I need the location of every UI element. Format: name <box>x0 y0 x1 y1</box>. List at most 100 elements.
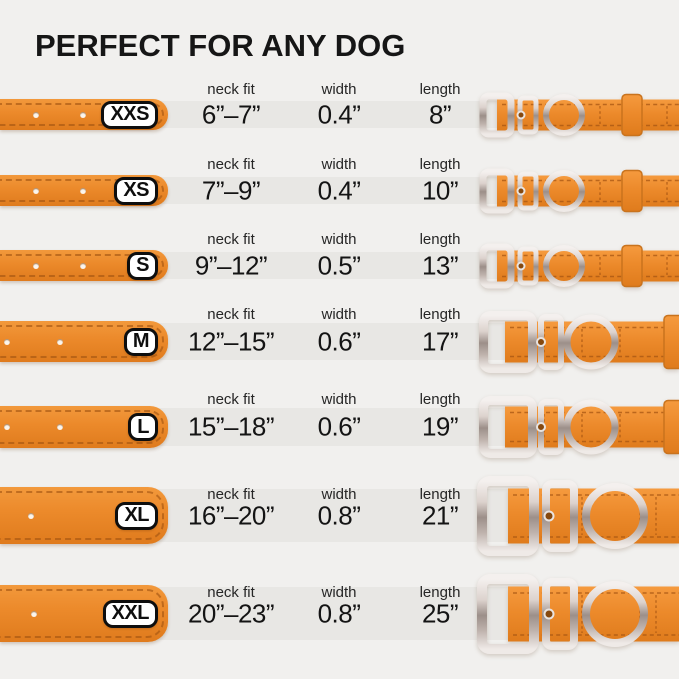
collar-right-hardware <box>479 396 679 458</box>
page-title: PERFECT FOR ANY DOG <box>35 28 406 63</box>
d-ring-icon <box>563 399 619 455</box>
d-ring-icon <box>563 314 619 369</box>
column-header-width: width <box>321 231 357 248</box>
prong-eyelet <box>536 422 546 432</box>
collar-strap-left: L <box>0 406 168 448</box>
column-header-length: length <box>419 231 461 248</box>
stitch-line <box>0 254 164 277</box>
column-header-width: width <box>321 156 357 173</box>
column-header-width: width <box>321 486 357 503</box>
column-header-neck-fit: neck fit <box>207 486 255 503</box>
neck-fit-value: 20”–23” <box>187 598 275 628</box>
length-value: 8” <box>428 99 452 129</box>
neck-fit-value: 16”–20” <box>187 500 275 530</box>
width-value: 0.4” <box>317 175 361 205</box>
stitch-line <box>0 589 164 638</box>
length-value: 25” <box>421 598 459 628</box>
column-header-width: width <box>321 81 357 98</box>
prong-eyelet <box>516 186 526 195</box>
collar-right-hardware <box>477 573 679 654</box>
collar-hole <box>31 610 37 617</box>
d-ring-icon <box>582 580 648 647</box>
column-header-neck-fit: neck fit <box>207 156 255 173</box>
length-value: 10” <box>421 175 459 205</box>
prong-eyelet <box>543 608 555 619</box>
collar-hole <box>4 338 10 345</box>
neck-fit-value: 7”–9” <box>201 175 261 205</box>
stitch-line <box>0 179 164 202</box>
collar-strap-left: XS <box>0 175 168 206</box>
collar-strap-left: XL <box>0 487 168 544</box>
size-badge: L <box>128 413 158 441</box>
collar-strap-left: XXS <box>0 99 168 130</box>
collar-strap-left: S <box>0 250 168 281</box>
collar-hole <box>33 187 39 194</box>
collar-right-hardware <box>479 310 679 373</box>
collar-hole <box>57 424 63 430</box>
leather-keeper-loop <box>663 399 679 455</box>
collar-right-hardware <box>479 168 679 213</box>
collar-hole <box>33 111 39 118</box>
prong-eyelet <box>536 336 546 347</box>
size-badge: S <box>127 251 158 280</box>
column-header-width: width <box>321 584 357 601</box>
width-value: 0.8” <box>317 500 361 530</box>
length-value: 13” <box>421 250 459 280</box>
collar-strap-left: XXL <box>0 585 168 642</box>
neck-fit-value: 12”–15” <box>187 326 275 356</box>
width-value: 0.4” <box>317 99 361 129</box>
size-badge: M <box>123 327 158 356</box>
column-header-width: width <box>321 391 357 408</box>
stitch-line <box>0 491 164 540</box>
leather-keeper-loop <box>621 93 643 136</box>
column-header-length: length <box>419 306 461 323</box>
column-header-neck-fit: neck fit <box>207 584 255 601</box>
column-header-neck-fit: neck fit <box>207 306 255 323</box>
stitch-line <box>0 325 164 358</box>
neck-fit-value: 15”–18” <box>187 411 275 442</box>
size-badge: XXS <box>101 100 158 129</box>
width-value: 0.5” <box>317 250 361 280</box>
collar-right-hardware <box>479 92 679 137</box>
collar-hole <box>80 262 86 269</box>
collar-hole <box>57 338 63 345</box>
d-ring-icon <box>582 482 648 549</box>
prong-eyelet <box>516 261 526 270</box>
column-header-width: width <box>321 306 357 323</box>
collar-hole <box>33 262 39 269</box>
collar-hole <box>80 111 86 118</box>
column-header-length: length <box>419 391 461 408</box>
collar-hole <box>80 187 86 194</box>
leather-keeper-loop <box>621 169 643 212</box>
collar-hole <box>28 512 34 519</box>
length-value: 21” <box>421 500 459 530</box>
length-value: 19” <box>421 411 459 442</box>
leather-keeper-loop <box>663 314 679 369</box>
column-header-neck-fit: neck fit <box>207 231 255 248</box>
size-badge: XXL <box>102 599 158 628</box>
prong-eyelet <box>516 110 526 119</box>
width-value: 0.6” <box>317 411 361 442</box>
collar-strap-left: M <box>0 321 168 362</box>
d-ring-icon <box>543 169 585 212</box>
length-value: 17” <box>421 326 459 356</box>
d-ring-icon <box>543 93 585 136</box>
collar-hole <box>4 424 10 430</box>
d-ring-icon <box>543 244 585 287</box>
leather-keeper-loop <box>621 244 643 287</box>
size-badge: XS <box>114 176 158 205</box>
column-header-length: length <box>419 81 461 98</box>
collar-right-hardware <box>479 243 679 288</box>
column-header-neck-fit: neck fit <box>207 81 255 98</box>
width-value: 0.6” <box>317 326 361 356</box>
neck-fit-value: 6”–7” <box>201 99 261 129</box>
column-header-length: length <box>419 584 461 601</box>
stitch-line <box>0 103 164 126</box>
